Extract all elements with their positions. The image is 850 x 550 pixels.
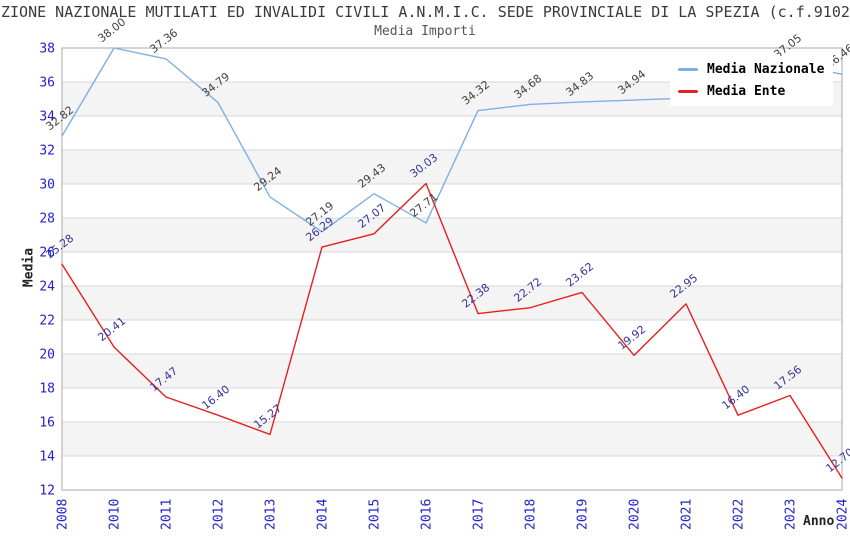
chart-title: ZIONE NAZIONALE MUTILATI ED INVALIDI CIV…: [1, 3, 850, 21]
chart-subtitle: Media Importi: [374, 24, 476, 39]
x-tick-label: 2011: [160, 499, 175, 530]
band-stripe: [62, 286, 842, 320]
band-stripe: [62, 422, 842, 456]
y-tick-label: 14: [39, 450, 55, 465]
y-axis-tick-labels: 12 14 16 18 20 22 24 26 28 30 32 34 36 38: [39, 42, 55, 499]
legend-label-media-nazionale: Media Nazionale: [707, 62, 825, 77]
x-tick-label: 2014: [316, 499, 331, 530]
x-axis-tick-labels: 2008 2010 2011 2012 2013 2014 2015 2016 2017 2018…: [56, 499, 850, 530]
y-tick-label: 30: [39, 178, 55, 193]
x-tick-label: 2017: [472, 499, 487, 530]
x-axis-title: Anno: [803, 514, 835, 529]
x-tick-label: 2008: [56, 499, 71, 530]
legend-item-media-ente: Media Ente: [678, 84, 824, 99]
y-tick-label: 32: [39, 144, 55, 159]
point-label: 38.00: [95, 15, 128, 45]
x-tick-label: 2024: [836, 499, 850, 530]
y-axis-title: Media: [21, 247, 37, 288]
x-tick-label: 2018: [524, 499, 539, 530]
band-stripe: [62, 218, 842, 252]
y-tick-label: 12: [39, 484, 55, 499]
point-label: 19.92: [615, 323, 648, 353]
legend-item-media-nazionale: Media Nazionale: [678, 62, 824, 77]
gridlines: [62, 81, 842, 457]
legend: Media Nazionale Media Ente: [670, 56, 834, 106]
y-tick-label: 34: [39, 110, 55, 125]
y-tick-label: 18: [39, 382, 55, 397]
x-tick-label: 2020: [628, 499, 643, 530]
y-tick-label: 38: [39, 42, 55, 57]
x-tick-label: 2015: [368, 499, 383, 530]
legend-label-media-ente: Media Ente: [707, 84, 786, 99]
x-tick-label: 2023: [784, 499, 799, 530]
y-tick-label: 26: [39, 246, 55, 261]
y-tick-label: 36: [39, 76, 55, 91]
x-tick-label: 2022: [732, 499, 747, 530]
blue-line-swatch-icon: [678, 68, 698, 71]
y-tick-label: 28: [39, 212, 55, 227]
plot-frame: [61, 47, 843, 491]
point-label: 23.62: [563, 260, 596, 290]
y-tick-label: 20: [39, 348, 55, 363]
x-tick-label: 2010: [108, 499, 123, 530]
band-stripe: [62, 354, 842, 388]
series-line-media-ente: [61, 182, 843, 479]
x-tick-label: 2012: [212, 499, 227, 530]
x-tick-label: 2019: [576, 499, 591, 530]
x-tick-label: 2021: [680, 499, 695, 530]
y-tick-label: 22: [39, 314, 55, 329]
x-tick-label: 2016: [420, 499, 435, 530]
y-tick-label: 24: [39, 280, 55, 295]
red-line-swatch-icon: [678, 90, 698, 93]
y-tick-label: 16: [39, 416, 55, 431]
point-label: 37.36: [147, 26, 180, 56]
x-tick-label: 2013: [264, 499, 279, 530]
